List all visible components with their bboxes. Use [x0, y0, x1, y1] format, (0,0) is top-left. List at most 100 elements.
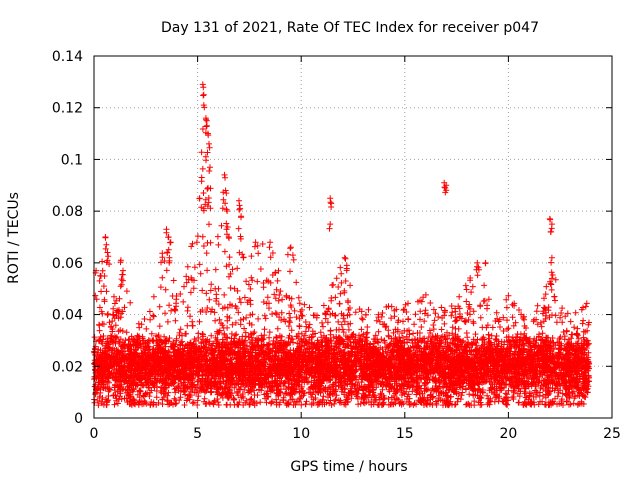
data-point — [100, 283, 107, 290]
data-point — [266, 305, 272, 312]
data-point — [575, 353, 582, 360]
data-point — [347, 282, 354, 289]
data-point — [360, 399, 367, 406]
data-point — [362, 311, 369, 318]
data-point — [228, 346, 235, 353]
data-point — [163, 267, 170, 274]
data-point — [545, 304, 552, 311]
data-point — [189, 240, 196, 247]
data-point — [431, 317, 438, 324]
data-point — [547, 278, 553, 285]
data-point — [379, 386, 386, 393]
data-point — [121, 341, 128, 347]
data-point — [240, 316, 247, 322]
data-point — [459, 389, 466, 396]
data-point — [111, 293, 117, 300]
data-point — [106, 319, 113, 326]
data-point — [504, 317, 510, 324]
data-point — [572, 309, 579, 316]
data-point — [315, 399, 322, 406]
data-point — [400, 318, 406, 325]
data-point — [448, 312, 455, 319]
data-point — [174, 347, 181, 354]
data-point — [184, 263, 191, 270]
data-point — [146, 308, 153, 315]
data-point — [435, 395, 442, 401]
data-point — [373, 317, 380, 324]
data-point — [375, 339, 381, 346]
data-point — [117, 336, 124, 343]
data-point — [203, 290, 210, 297]
data-point — [150, 313, 157, 320]
data-point — [521, 323, 528, 329]
data-point — [198, 149, 205, 156]
data-point — [542, 401, 549, 408]
data-point — [240, 254, 247, 261]
data-point — [403, 399, 410, 405]
data-point — [272, 310, 279, 316]
data-point — [110, 312, 117, 319]
data-point — [428, 387, 435, 394]
data-point — [200, 190, 207, 196]
data-point — [364, 324, 371, 330]
data-point — [136, 324, 143, 331]
data-point — [266, 329, 273, 336]
data-point — [497, 324, 503, 330]
data-point — [449, 324, 456, 331]
data-point — [361, 400, 368, 407]
data-point — [411, 321, 418, 328]
data-point — [338, 270, 345, 277]
data-point — [340, 329, 347, 336]
data-point — [235, 392, 242, 399]
data-point — [255, 375, 262, 382]
data-point — [510, 322, 517, 329]
data-point — [98, 288, 105, 295]
data-point — [484, 392, 491, 399]
data-point — [537, 319, 544, 326]
data-point — [385, 327, 392, 334]
data-point — [574, 325, 581, 332]
data-point — [320, 302, 327, 309]
data-point — [286, 332, 293, 339]
data-point — [355, 401, 362, 408]
data-point — [203, 388, 210, 394]
data-point — [204, 305, 211, 311]
data-point — [500, 314, 507, 321]
data-point — [363, 330, 370, 337]
data-point — [197, 270, 204, 277]
data-point — [191, 264, 198, 271]
data-point — [430, 326, 437, 333]
data-point — [263, 399, 270, 406]
data-point — [418, 338, 425, 345]
data-point — [446, 386, 453, 393]
data-point — [169, 293, 176, 299]
data-point — [441, 320, 448, 327]
data-point — [568, 335, 575, 342]
data-point — [103, 396, 109, 403]
data-point — [533, 308, 540, 315]
data-point — [394, 382, 400, 388]
data-point — [254, 278, 261, 285]
data-point — [504, 326, 511, 333]
data-point — [557, 314, 564, 321]
data-point — [98, 308, 105, 315]
data-point — [216, 316, 223, 323]
data-point — [515, 385, 522, 392]
data-point — [463, 386, 469, 393]
data-point — [505, 325, 512, 332]
data-point — [341, 391, 348, 398]
data-point — [150, 293, 157, 300]
data-point — [251, 329, 258, 336]
data-point — [572, 352, 579, 358]
data-point — [233, 305, 240, 312]
data-point — [449, 330, 456, 337]
data-point — [165, 389, 172, 396]
data-point — [371, 336, 378, 343]
data-point — [332, 312, 338, 319]
data-point — [584, 389, 591, 396]
data-point — [197, 308, 204, 315]
data-point — [242, 337, 249, 344]
data-point — [220, 196, 227, 203]
data-point — [288, 327, 295, 334]
data-point — [323, 399, 330, 406]
